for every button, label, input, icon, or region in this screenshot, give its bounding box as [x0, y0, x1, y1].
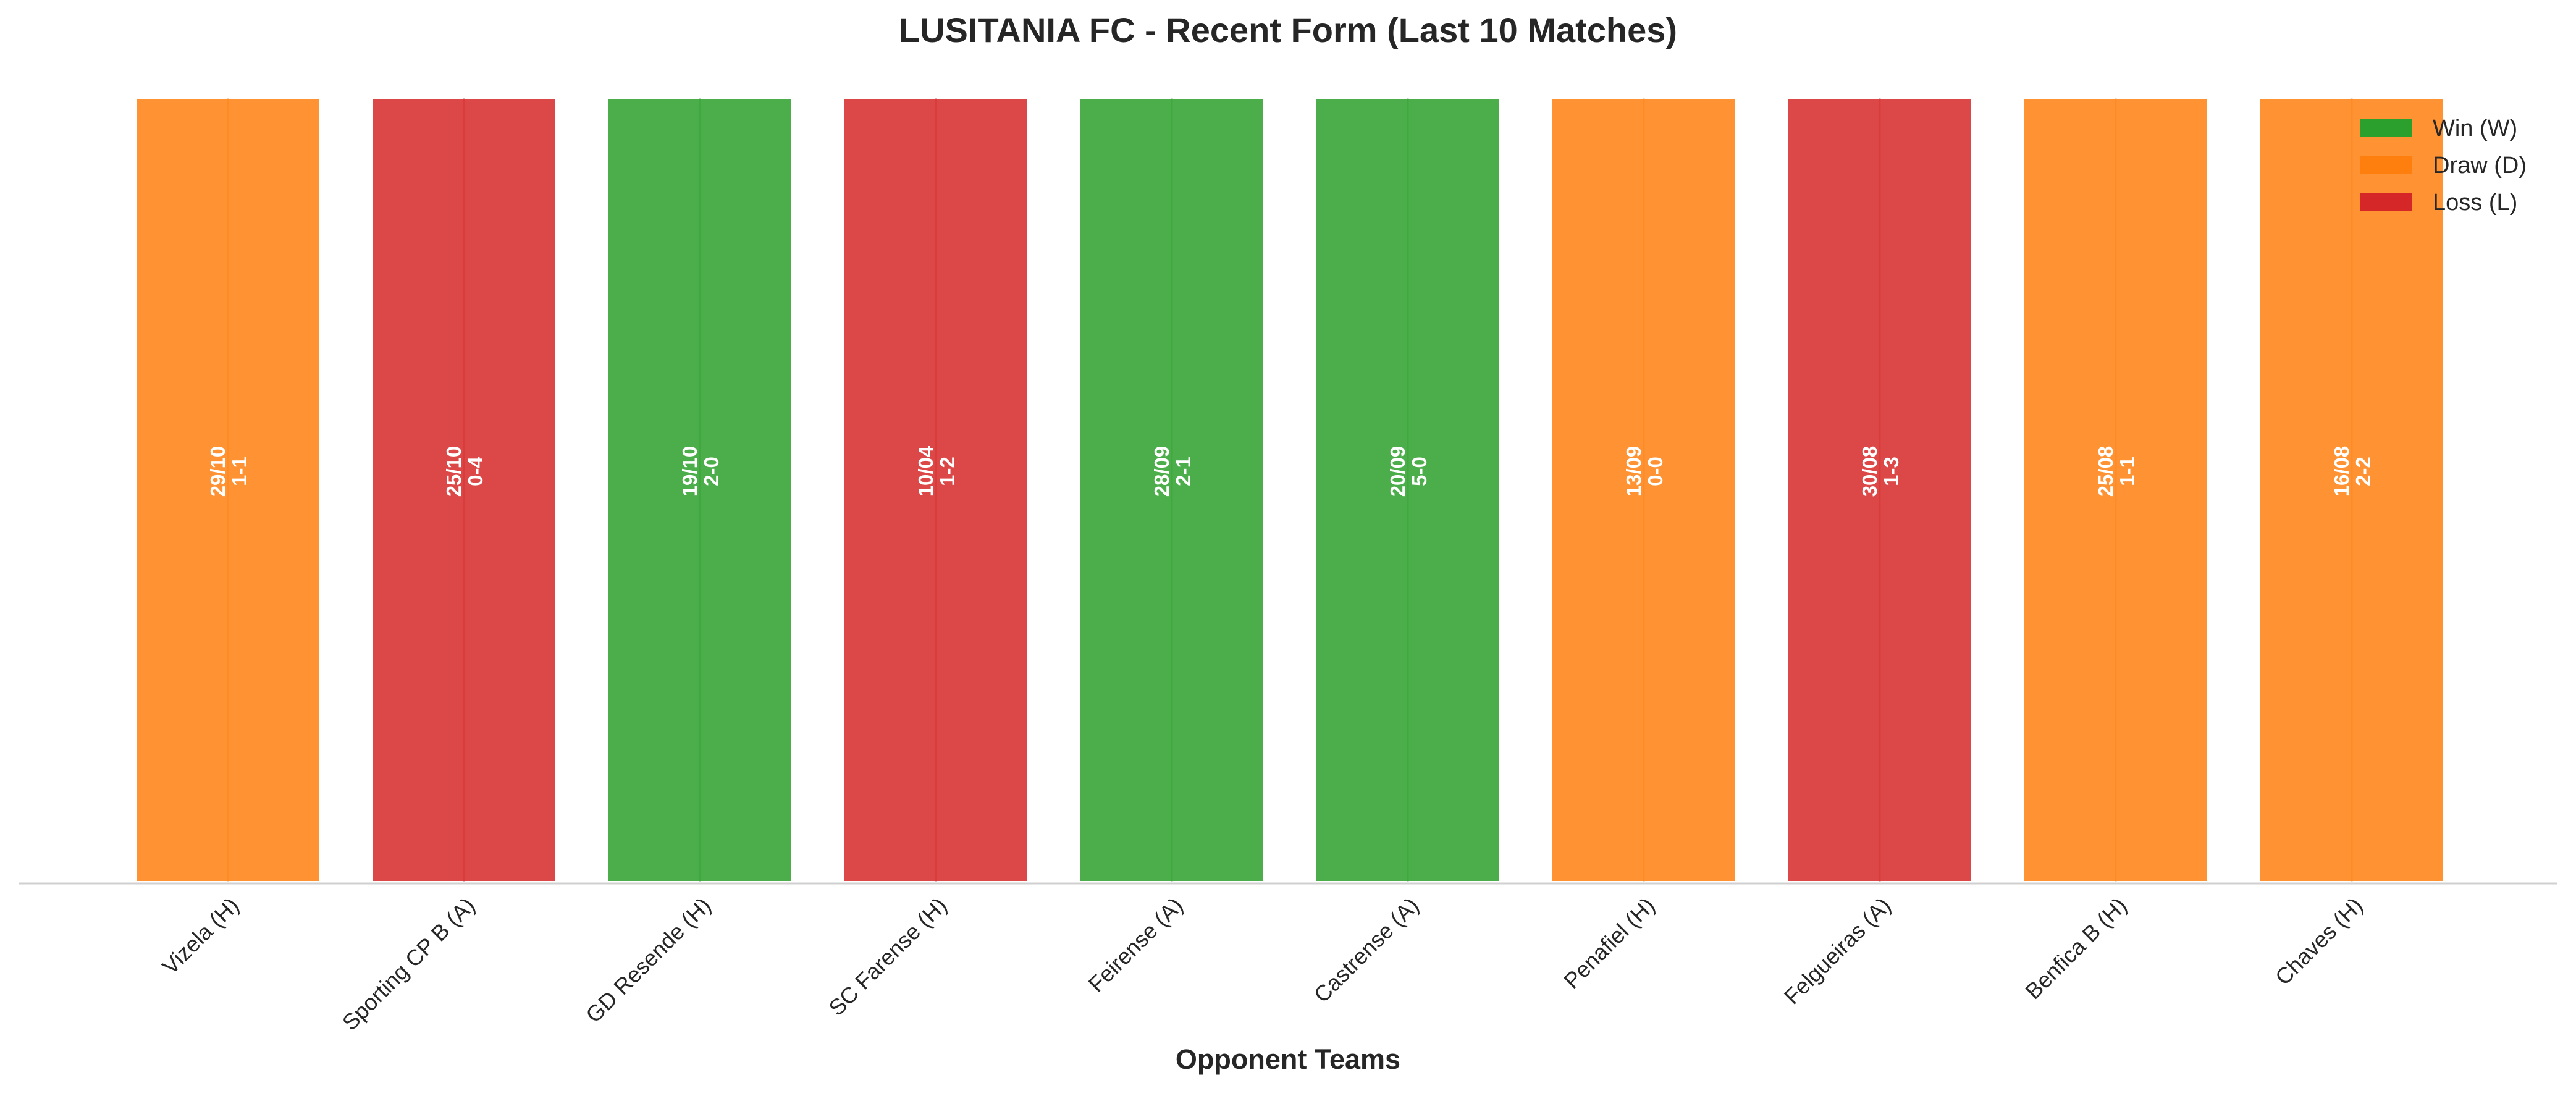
bar-7 [1550, 96, 1738, 883]
bar-date-label: 20/09 [1386, 446, 1409, 497]
bar-score-label: 1-3 [1880, 457, 1903, 486]
bar-date-label: 30/08 [1858, 446, 1881, 497]
bar-score-label: 1-1 [2116, 457, 2139, 486]
x-tick-label: Chaves (H) [2270, 893, 2368, 990]
bar-score-label: 2-1 [1172, 457, 1195, 486]
x-tick-label: Vizela (H) [157, 893, 243, 979]
bar-data-label: 28/092-1 [1150, 446, 1195, 497]
bar-data-label: 19/102-0 [678, 446, 723, 497]
chart-title: LUSITANIA FC - Recent Form (Last 10 Matc… [899, 11, 1677, 49]
bar-date-label: 16/08 [2330, 446, 2353, 497]
bar-score-label: 1-2 [936, 457, 959, 486]
bar-3 [606, 96, 794, 883]
x-tick-label: Penafiel (H) [1559, 893, 1659, 993]
bar-date-label: 19/10 [678, 446, 701, 497]
legend: Win (W) Draw (D) Loss (L) [2360, 116, 2527, 216]
legend-swatch-w [2360, 119, 2412, 137]
bar-date-label: 13/09 [1622, 446, 1645, 497]
bar-date-label: 25/08 [2094, 446, 2117, 497]
bar-score-label: 5-0 [1408, 457, 1431, 486]
bar-10 [2258, 96, 2446, 883]
x-tick-labels: Vizela (H) Sporting CP B (A) GD Resende (H… [157, 893, 2367, 1035]
bar-5 [1078, 96, 1266, 883]
bar-8 [1786, 96, 1974, 883]
x-tick-label: Feirense (A) [1084, 893, 1188, 997]
x-tick-label: Benfica B (H) [2020, 893, 2131, 1004]
bar-2 [370, 96, 558, 883]
bar-9 [2022, 96, 2210, 883]
x-tick-label: Felgueiras (A) [1779, 893, 1896, 1010]
legend-label-l: Loss (L) [2433, 190, 2517, 216]
bar-date-label: 10/04 [914, 445, 937, 497]
bar-data-label: 25/100-4 [442, 446, 487, 497]
bars-layer: 29/101-1 25/100-4 19/102-0 10/041-2 28/092-1… [134, 96, 2446, 883]
bar-data-label: 10/041-2 [914, 445, 959, 497]
bar-6 [1314, 96, 1502, 883]
bar-data-label: 13/090-0 [1622, 446, 1667, 497]
bar-score-label: 1-1 [228, 457, 251, 486]
legend-label-d: Draw (D) [2433, 153, 2527, 179]
bar-date-label: 29/10 [206, 446, 229, 497]
bar-score-label: 0-4 [464, 457, 487, 486]
bar-data-label: 20/095-0 [1386, 446, 1431, 497]
bar-data-label: 25/081-1 [2094, 446, 2139, 497]
bar-data-label: 16/082-2 [2330, 446, 2375, 497]
bar-1 [134, 96, 322, 883]
legend-label-w: Win (W) [2433, 116, 2517, 141]
x-tick-label: SC Farense (H) [823, 893, 951, 1021]
bar-score-label: 0-0 [1644, 457, 1667, 486]
bar-data-label: 29/101-1 [206, 446, 251, 497]
bar-score-label: 2-0 [700, 457, 723, 486]
x-tick-label: GD Resende (H) [581, 893, 716, 1028]
legend-swatch-d [2360, 156, 2412, 174]
x-tick-label: Sporting CP B (A) [337, 893, 480, 1035]
bar-data-label: 30/081-3 [1858, 446, 1903, 497]
bar-date-label: 28/09 [1150, 446, 1173, 497]
bar-date-label: 25/10 [442, 446, 465, 497]
legend-swatch-l [2360, 193, 2412, 211]
x-tick-label: Castrense (A) [1309, 893, 1424, 1008]
x-axis-label: Opponent Teams [1176, 1043, 1400, 1075]
bar-4 [842, 96, 1030, 883]
bar-score-label: 2-2 [2352, 457, 2375, 486]
